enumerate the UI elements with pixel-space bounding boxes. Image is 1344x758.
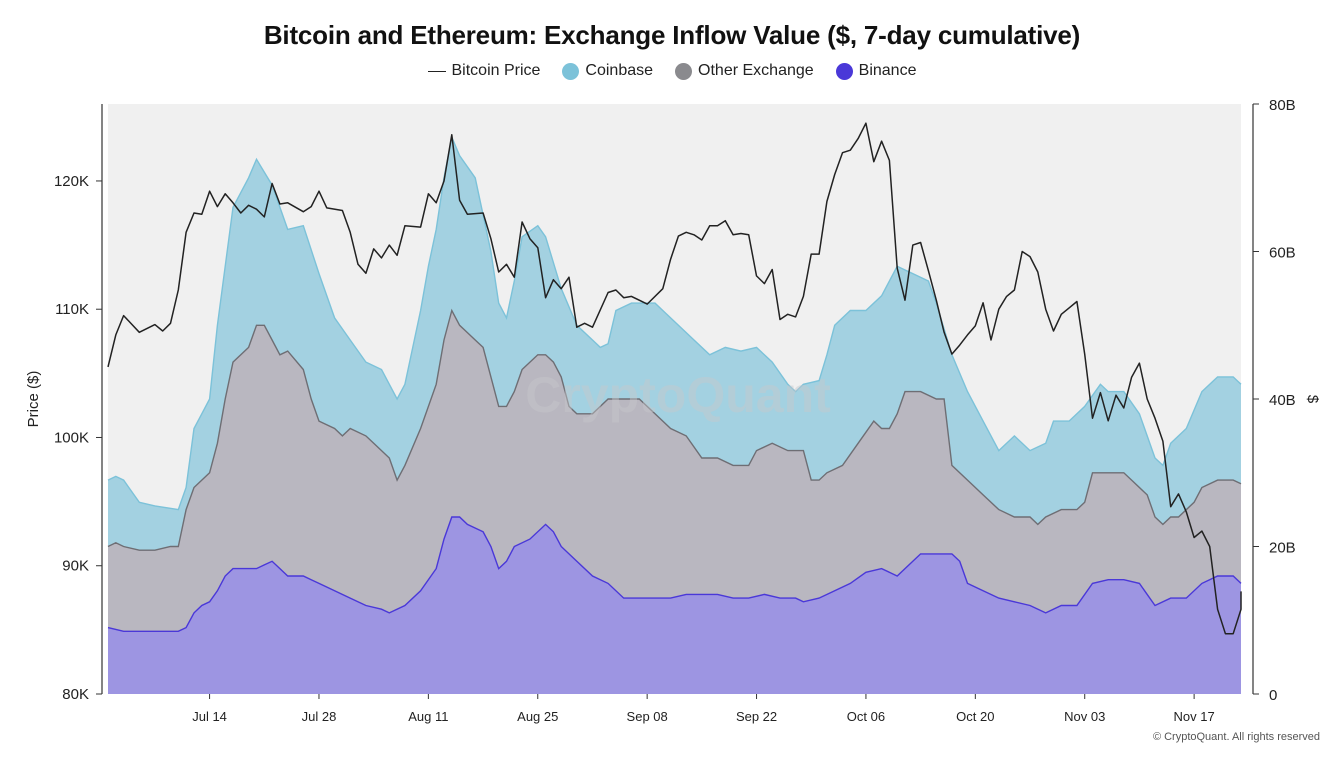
left-tick-label: 120K — [54, 173, 89, 190]
area-edge-other-exchange — [107, 308, 1242, 551]
left-tick-label: 110K — [55, 301, 89, 318]
legend-line-marker — [427, 70, 446, 72]
left-tick-label: 100K — [54, 429, 89, 446]
x-tick-label: Nov 17 — [1174, 709, 1215, 724]
x-tick-label: Jul 28 — [302, 709, 337, 724]
right-tick-label: 60B — [1269, 245, 1296, 262]
x-tick-label: Nov 03 — [1064, 709, 1105, 724]
legend-dot-marker — [675, 62, 693, 80]
right-tick-label: 80B — [1269, 97, 1296, 114]
legend-item-other-exchange[interactable]: Other Exchange — [675, 62, 814, 80]
legend-dot-marker — [835, 62, 853, 80]
legend-item-coinbase[interactable]: Coinbase — [562, 62, 653, 80]
legend-label-binance: Binance — [858, 62, 917, 79]
copyright-footer: © CryptoQuant. All rights reserved — [1152, 731, 1320, 743]
watermark: CryptoQuant — [525, 367, 831, 423]
line-bitcoin-price — [107, 122, 1242, 635]
left-tick-label: 90K — [62, 558, 89, 575]
stacked-areas — [107, 134, 1242, 694]
x-tick-label: Sep 22 — [736, 709, 777, 724]
right-tick-label: 20B — [1269, 540, 1296, 557]
x-tick-label: Aug 11 — [408, 709, 448, 724]
left-tick-label: 80K — [62, 686, 89, 703]
legend-label-bitcoin-price: Bitcoin Price — [451, 62, 541, 79]
area-edge-binance — [107, 516, 1242, 632]
x-tick-label: Jul 14 — [192, 709, 227, 724]
price-line-group — [107, 122, 1242, 635]
chart-title: Bitcoin and Ethereum: Exchange Inflow Va… — [263, 20, 1081, 50]
x-tick-label: Aug 25 — [517, 709, 558, 724]
legend-dot-marker — [562, 62, 580, 80]
right-axis-label: $ — [1304, 395, 1321, 404]
right-tick-label: 40B — [1269, 392, 1296, 409]
legend-label-other-exchange: Other Exchange — [698, 62, 814, 79]
right-axis-ticks: 0 20B 40B 60B 80B — [1253, 97, 1296, 704]
x-tick-label: Sep 08 — [627, 709, 668, 724]
legend-item-bitcoin-price[interactable]: Bitcoin Price — [427, 62, 541, 80]
left-axis-ticks: 80K 90K 100K 110K 120K — [54, 173, 102, 703]
x-axis-ticks: Jul 14 Jul 28 Aug 11 Aug 25 Sep 08 Sep 22 Oct … — [192, 694, 1215, 724]
right-tick-label: 0 — [1269, 687, 1277, 704]
chart-legend: Bitcoin Price Coinbase Other Exchange Bi… — [0, 62, 1344, 80]
x-tick-label: Oct 06 — [847, 709, 885, 724]
legend-item-binance[interactable]: Binance — [835, 62, 917, 80]
left-axis-label: Price ($) — [25, 371, 42, 428]
legend-label-coinbase: Coinbase — [585, 62, 654, 79]
x-tick-label: Oct 20 — [956, 709, 994, 724]
area-binance — [108, 517, 1241, 694]
